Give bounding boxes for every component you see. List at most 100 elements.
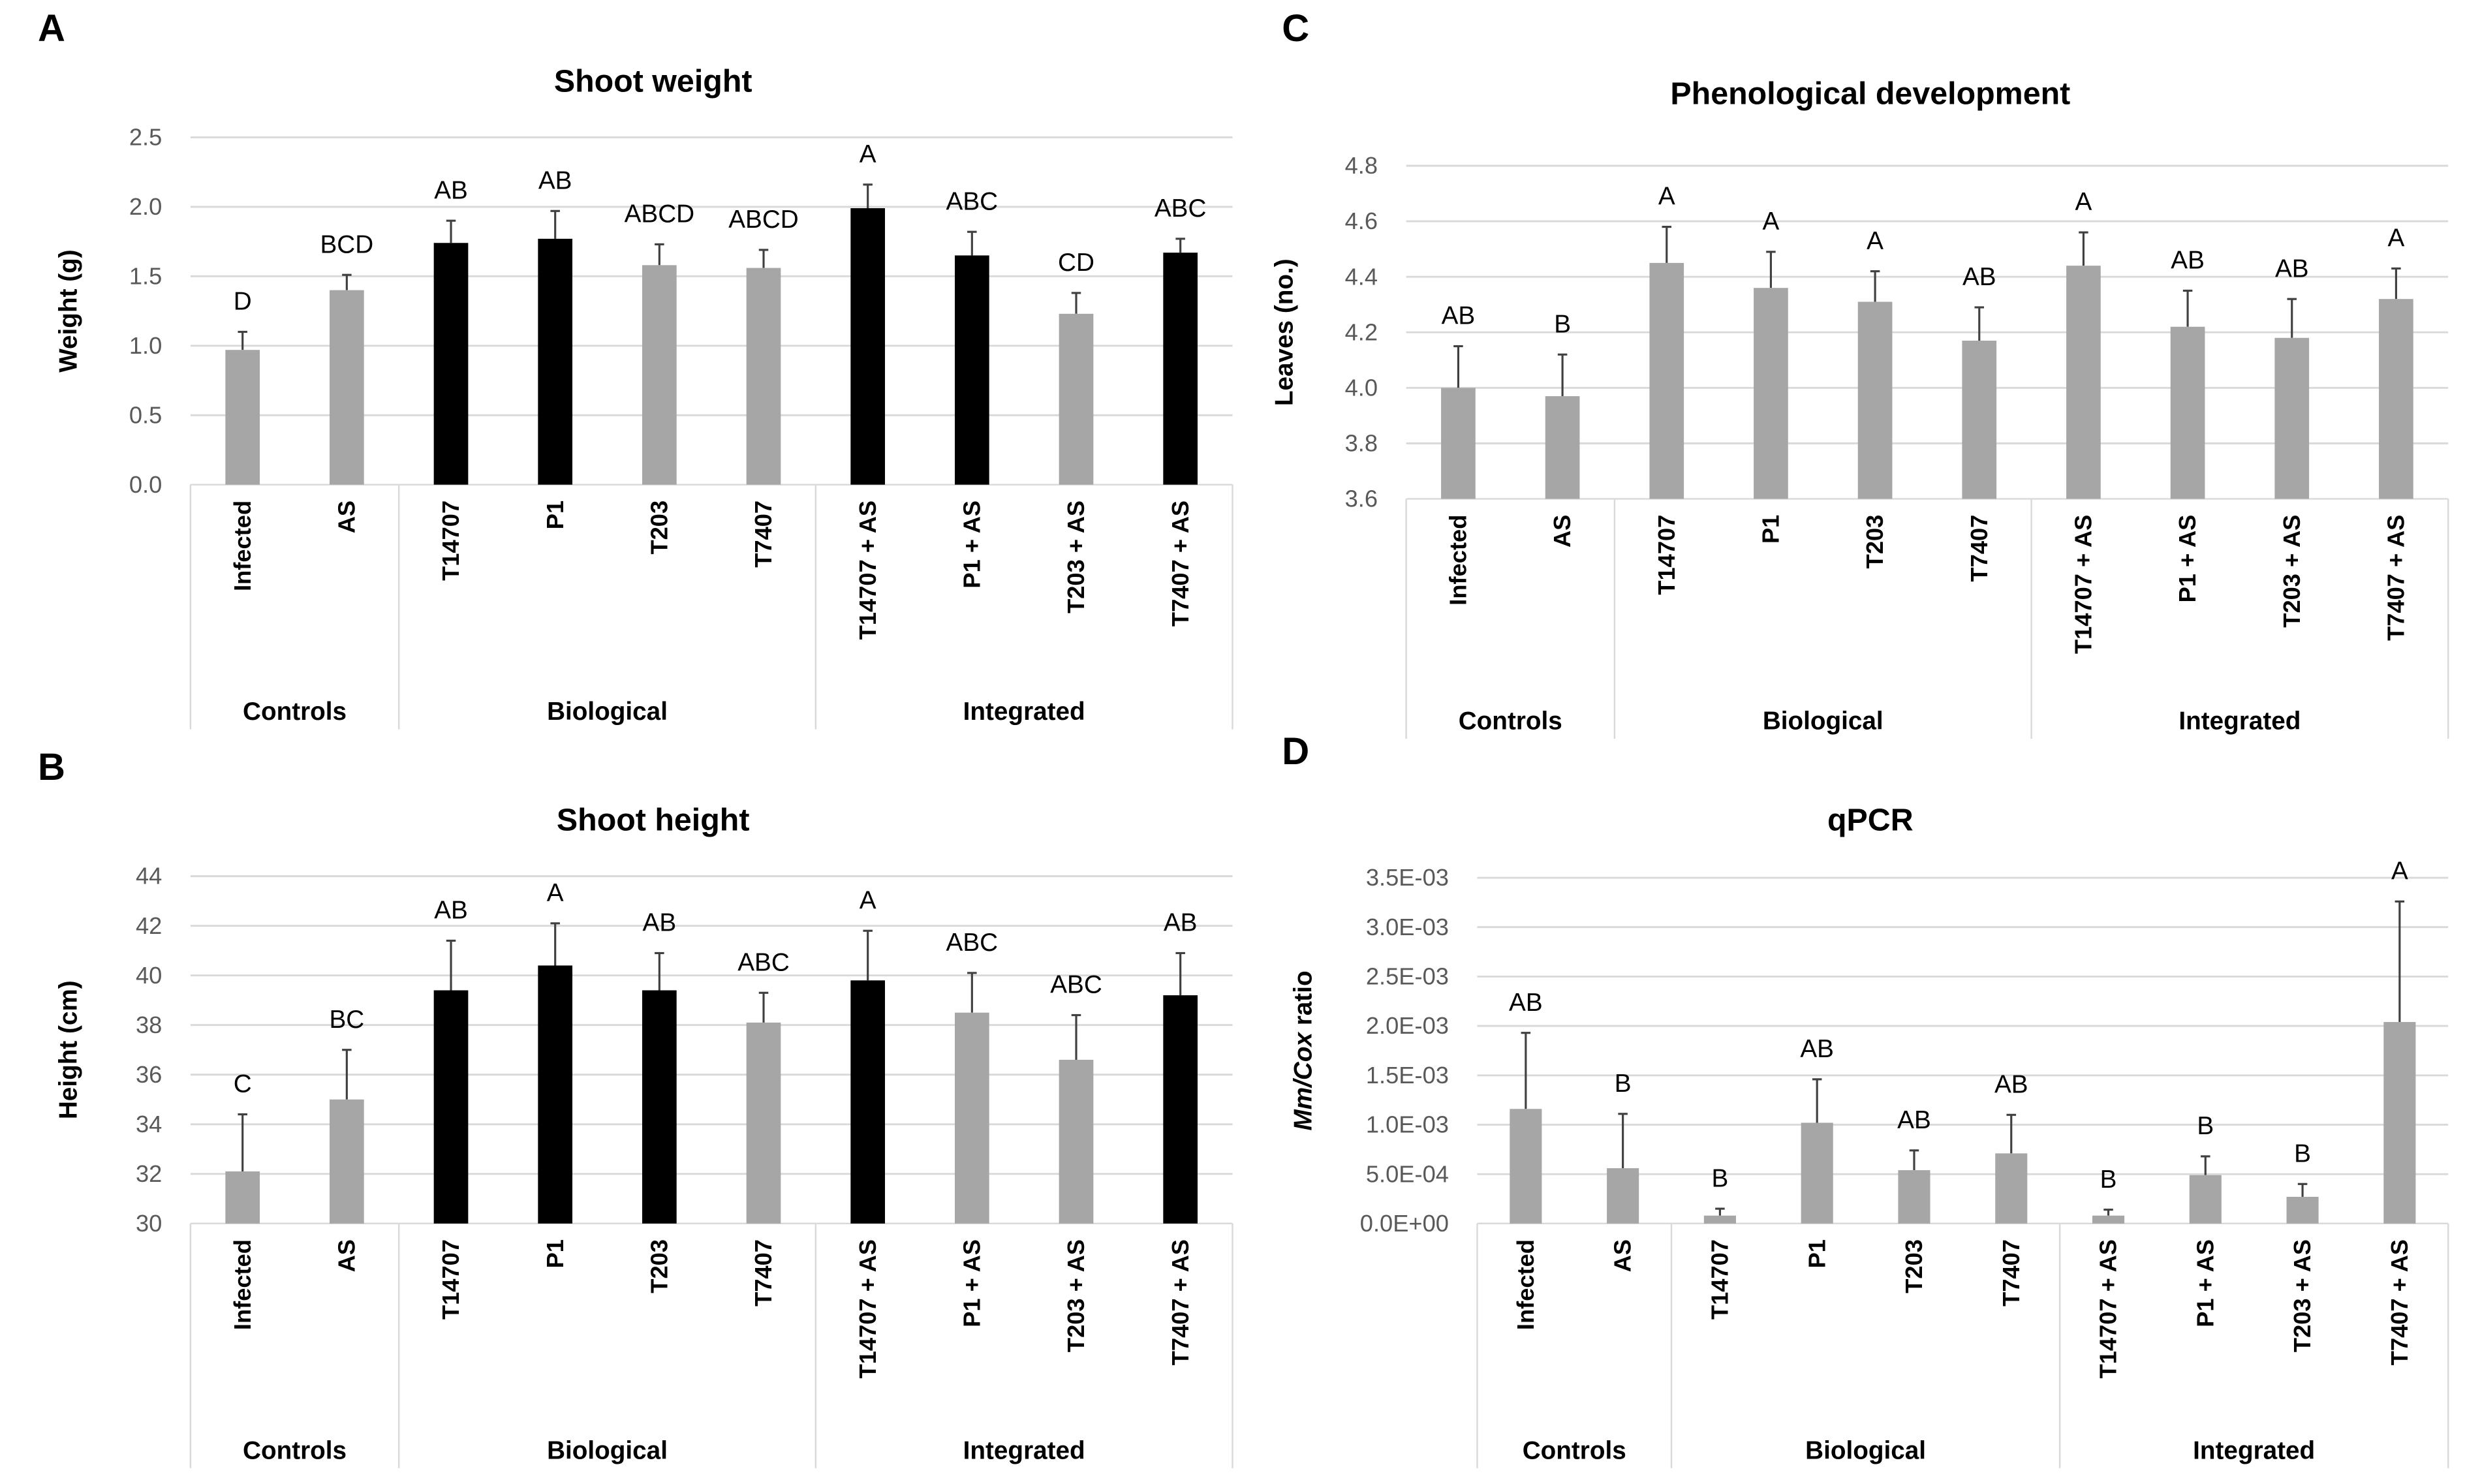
x-tick-label: AS (1609, 1239, 1636, 1272)
bar (225, 1171, 260, 1224)
y-tick-label: 42 (136, 912, 162, 939)
bar (538, 238, 573, 485)
bar (2383, 1022, 2416, 1224)
x-tick-label: T7407 (1966, 515, 1992, 582)
significance-letter: ABC (737, 948, 790, 976)
x-tick-label: P1 (1758, 515, 1784, 544)
y-tick-label: 2.0 (129, 193, 162, 220)
x-tick-label: T14707 (1707, 1239, 1733, 1320)
y-tick-label: 1.5E-03 (1366, 1062, 1449, 1089)
panel-label: B (38, 746, 65, 788)
y-tick-label: 38 (136, 1012, 162, 1038)
x-tick-label: T203 + AS (2278, 515, 2305, 628)
significance-letter: A (1658, 183, 1675, 211)
significance-letter: AB (1897, 1106, 1931, 1134)
bar (2170, 326, 2205, 499)
significance-letter: AB (1164, 909, 1198, 937)
y-tick-label: 1.0E-03 (1366, 1111, 1449, 1138)
significance-letter: AB (434, 897, 468, 925)
x-tick-label: AS (333, 1239, 360, 1272)
bar (1163, 995, 1198, 1224)
y-tick-label: 4.8 (1345, 152, 1378, 179)
y-tick-label: 2.5E-03 (1366, 963, 1449, 990)
y-tick-label: 4.0 (1345, 374, 1378, 401)
y-axis-label: Weight (g) (55, 249, 83, 372)
y-tick-label: 4.2 (1345, 318, 1378, 345)
significance-letter: B (2197, 1112, 2214, 1140)
significance-letter: AB (434, 176, 468, 204)
significance-letter: AB (1442, 302, 1476, 330)
bar (2274, 337, 2310, 499)
x-tick-label: T7407 + AS (2386, 1239, 2413, 1365)
x-tick-label: T14707 + AS (854, 1239, 881, 1378)
significance-letter: A (860, 886, 876, 914)
bar (850, 208, 886, 485)
y-tick-label: 0.0E+00 (1360, 1210, 1449, 1237)
significance-letter: B (1712, 1164, 1729, 1192)
y-axis-label: Mm/Cox ratio (1289, 970, 1317, 1130)
significance-letter: AB (2275, 255, 2309, 283)
group-label: Integrated (2193, 1436, 2315, 1464)
chart-title: Shoot weight (554, 63, 752, 99)
significance-letter: ABCD (625, 200, 694, 228)
y-tick-label: 4.6 (1345, 208, 1378, 234)
significance-letter: C (234, 1070, 252, 1098)
significance-letter: ABC (1155, 194, 1207, 223)
bar (954, 1012, 989, 1224)
y-tick-label: 2.0E-03 (1366, 1012, 1449, 1039)
y-tick-label: 0.0 (129, 471, 162, 498)
x-tick-label: P1 + AS (2192, 1239, 2218, 1327)
significance-letter: ABCD (728, 206, 799, 234)
x-tick-label: T203 (1861, 515, 1888, 569)
group-label: Biological (1763, 707, 1884, 735)
x-tick-label: P1 + AS (958, 501, 985, 589)
significance-letter: AB (1509, 989, 1543, 1017)
significance-letter: BCD (320, 230, 374, 258)
x-tick-label: T7407 + AS (2383, 515, 2410, 641)
x-tick-label: T7407 (750, 501, 777, 568)
group-label: Integrated (963, 698, 1085, 726)
chart-panel-b: B Shoot height 30 32 34 36 38 40 42 44 Height (cm)… (38, 746, 1233, 1468)
y-tick-label: 3.5E-03 (1366, 864, 1449, 891)
significance-letter: B (1554, 310, 1571, 338)
y-tick-label: 32 (136, 1160, 162, 1187)
bar (1059, 313, 1094, 485)
significance-letter: ABC (946, 929, 999, 957)
significance-letter: A (2391, 858, 2408, 886)
x-tick-label: Infected (229, 501, 256, 591)
bar (2066, 266, 2101, 499)
bar (1441, 388, 1476, 499)
x-tick-label: T203 (1900, 1239, 1927, 1293)
y-tick-label: 44 (136, 863, 162, 889)
significance-letter: ABC (1050, 971, 1102, 999)
chart-panel-a: A Shoot weight 0.0 0.5 1.0 1.5 2.0 2.5 Weight (g… (38, 7, 1233, 730)
y-tick-label: 5.0E-04 (1366, 1160, 1449, 1187)
significance-letter: B (2294, 1139, 2311, 1167)
x-tick-label: T203 (645, 1239, 672, 1293)
significance-letter: A (1763, 208, 1780, 236)
bar (330, 1099, 364, 1224)
significance-letter: A (860, 140, 876, 168)
chart-title: Phenological development (1670, 76, 2070, 112)
significance-letter: A (547, 879, 564, 907)
y-axis-label-italic: Mm/Cox (1289, 1032, 1317, 1131)
x-tick-label: T203 + AS (1062, 501, 1089, 613)
group-label: Biological (547, 1436, 668, 1464)
significance-letter: AB (643, 909, 677, 937)
bar (1962, 340, 1997, 499)
panel-label: A (38, 7, 65, 50)
x-tick-label: T203 + AS (2289, 1239, 2316, 1352)
y-tick-label: 0.5 (129, 401, 162, 428)
group-label: Controls (243, 698, 347, 726)
x-tick-label: Infected (229, 1239, 256, 1330)
bar (1898, 1170, 1930, 1224)
significance-letter: A (2075, 188, 2092, 216)
significance-letter: ABC (946, 187, 999, 215)
bar (433, 990, 469, 1224)
bar (330, 290, 364, 485)
group-label: Controls (1523, 1436, 1626, 1464)
significance-letter: AB (2171, 247, 2205, 275)
y-axis-label: Leaves (no.) (1270, 258, 1298, 406)
y-tick-label: 3.8 (1345, 429, 1378, 456)
group-label: Integrated (2178, 707, 2301, 735)
